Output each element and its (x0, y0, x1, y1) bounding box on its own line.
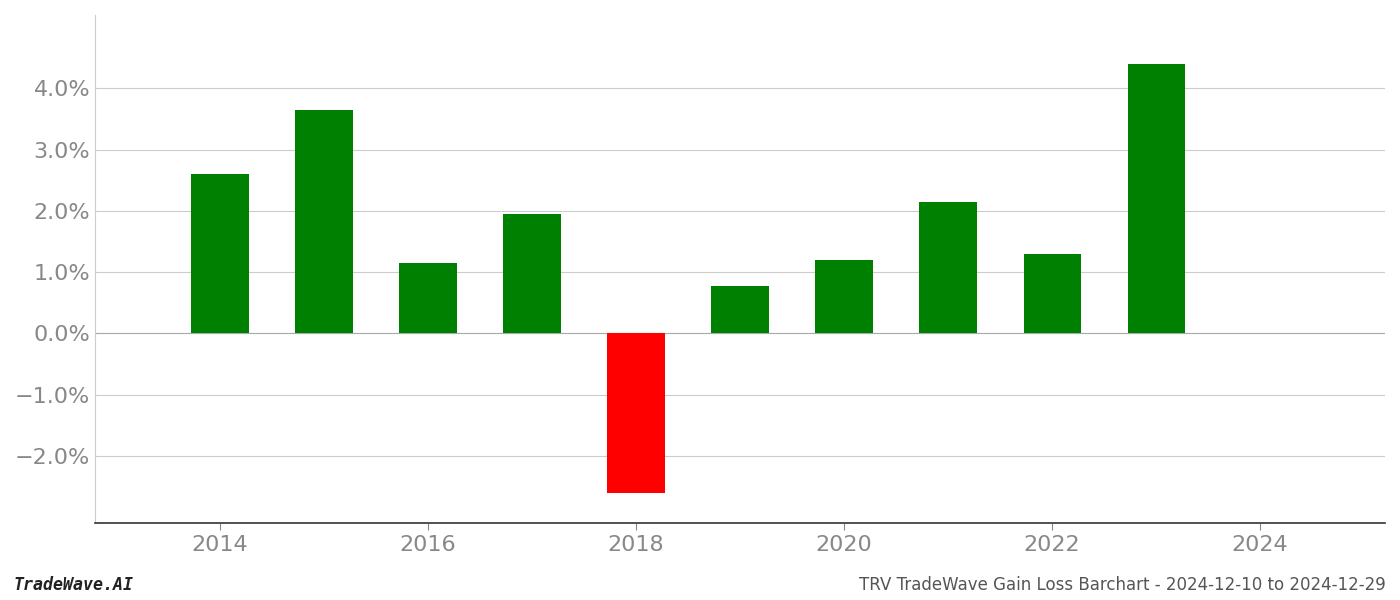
Text: TradeWave.AI: TradeWave.AI (14, 576, 134, 594)
Bar (711, 286, 769, 334)
Bar (399, 263, 456, 334)
Bar (920, 202, 977, 334)
Text: TRV TradeWave Gain Loss Barchart - 2024-12-10 to 2024-12-29: TRV TradeWave Gain Loss Barchart - 2024-… (860, 576, 1386, 594)
Bar (192, 174, 249, 334)
Bar (295, 110, 353, 334)
Bar (1127, 64, 1184, 334)
Bar (1023, 254, 1081, 334)
Bar (815, 260, 872, 334)
Bar (608, 334, 665, 493)
Bar (504, 214, 560, 334)
